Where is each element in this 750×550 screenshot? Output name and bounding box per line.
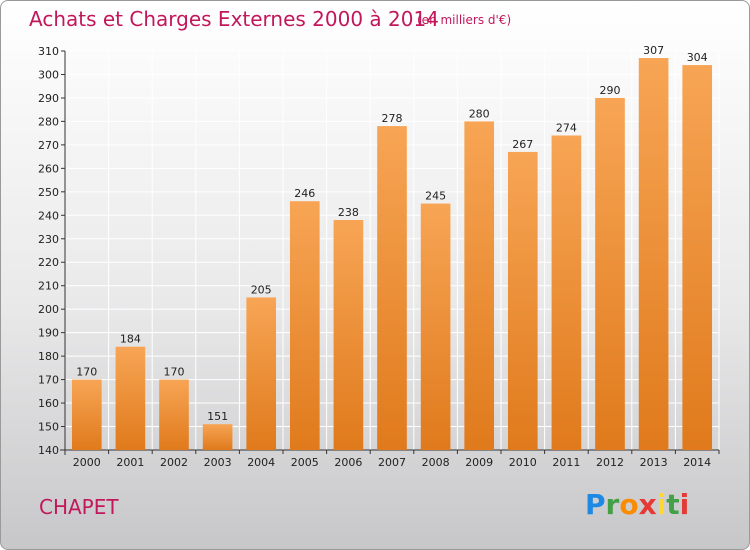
bar-2004 (246, 297, 277, 450)
value-label-2005: 246 (294, 187, 315, 200)
bar-2013 (638, 58, 669, 451)
x-tick-label-2003: 2003 (204, 456, 232, 469)
x-tick-label-2002: 2002 (160, 456, 188, 469)
y-tick-label: 180 (38, 350, 59, 363)
value-label-2012: 290 (600, 84, 621, 97)
value-label-2000: 170 (76, 366, 97, 379)
y-tick-label: 170 (38, 374, 59, 387)
commune-name: CHAPET (39, 495, 119, 519)
y-tick-label: 160 (38, 397, 59, 410)
y-tick-label: 300 (38, 68, 59, 81)
value-label-2011: 274 (556, 121, 577, 134)
y-tick-label: 310 (38, 45, 59, 58)
bar-2009 (464, 121, 495, 450)
x-tick-label-2005: 2005 (291, 456, 319, 469)
proxiti-logo[interactable]: Proxiti (585, 488, 690, 521)
value-label-2007: 278 (382, 112, 403, 125)
value-label-2008: 245 (425, 190, 446, 203)
bar-2006 (333, 219, 364, 450)
y-tick-label: 150 (38, 421, 59, 434)
value-label-2010: 267 (512, 138, 533, 151)
y-tick-label: 200 (38, 303, 59, 316)
value-label-2006: 238 (338, 206, 359, 219)
y-tick-label: 260 (38, 162, 59, 175)
value-label-2013: 307 (643, 44, 664, 57)
x-tick-label-2000: 2000 (73, 456, 101, 469)
value-label-2004: 205 (251, 283, 272, 296)
x-tick-label-2008: 2008 (422, 456, 450, 469)
bar-2003 (202, 424, 233, 450)
y-tick-label: 270 (38, 139, 59, 152)
value-label-2002: 170 (164, 366, 185, 379)
x-tick-label-2012: 2012 (596, 456, 624, 469)
y-tick-label: 230 (38, 233, 59, 246)
x-tick-label-2004: 2004 (247, 456, 275, 469)
x-tick-label-2011: 2011 (552, 456, 580, 469)
bar-2010 (507, 151, 538, 450)
value-label-2014: 304 (687, 51, 708, 64)
x-tick-label-2010: 2010 (509, 456, 537, 469)
bar-2007 (377, 126, 407, 450)
value-label-2001: 184 (120, 333, 141, 346)
y-tick-label: 140 (38, 444, 59, 457)
chart-unit: (en milliers d'€) (417, 13, 512, 27)
x-tick-label-2001: 2001 (116, 456, 144, 469)
bar-2014 (682, 65, 713, 451)
y-tick-label: 220 (38, 256, 59, 269)
bar-2012 (595, 97, 625, 451)
bar-2001 (115, 346, 146, 450)
bar-2000 (71, 379, 102, 450)
y-tick-label: 280 (38, 115, 59, 128)
bars (71, 58, 713, 451)
labels: 140 150 160 170 180 190 200 210 220 230 240 250 260 2… (38, 44, 711, 469)
value-label-2003: 151 (207, 410, 228, 423)
y-tick-label: 290 (38, 92, 59, 105)
value-label-2009: 280 (469, 107, 490, 120)
bar-2005 (289, 201, 320, 450)
x-tick-label-2009: 2009 (465, 456, 493, 469)
y-tick-label: 250 (38, 186, 59, 199)
chart-title: Achats et Charges Externes 2000 à 2014 (29, 7, 439, 31)
x-tick-label-2013: 2013 (640, 456, 668, 469)
bar-2011 (551, 135, 582, 450)
y-tick-label: 240 (38, 209, 59, 222)
x-tick-label-2014: 2014 (683, 456, 711, 469)
y-tick-label: 210 (38, 280, 59, 293)
x-tick-label-2007: 2007 (378, 456, 406, 469)
bar-2002 (159, 379, 189, 450)
bar-2008 (420, 203, 451, 450)
x-tick-label-2006: 2006 (334, 456, 362, 469)
y-tick-label: 190 (38, 327, 59, 340)
